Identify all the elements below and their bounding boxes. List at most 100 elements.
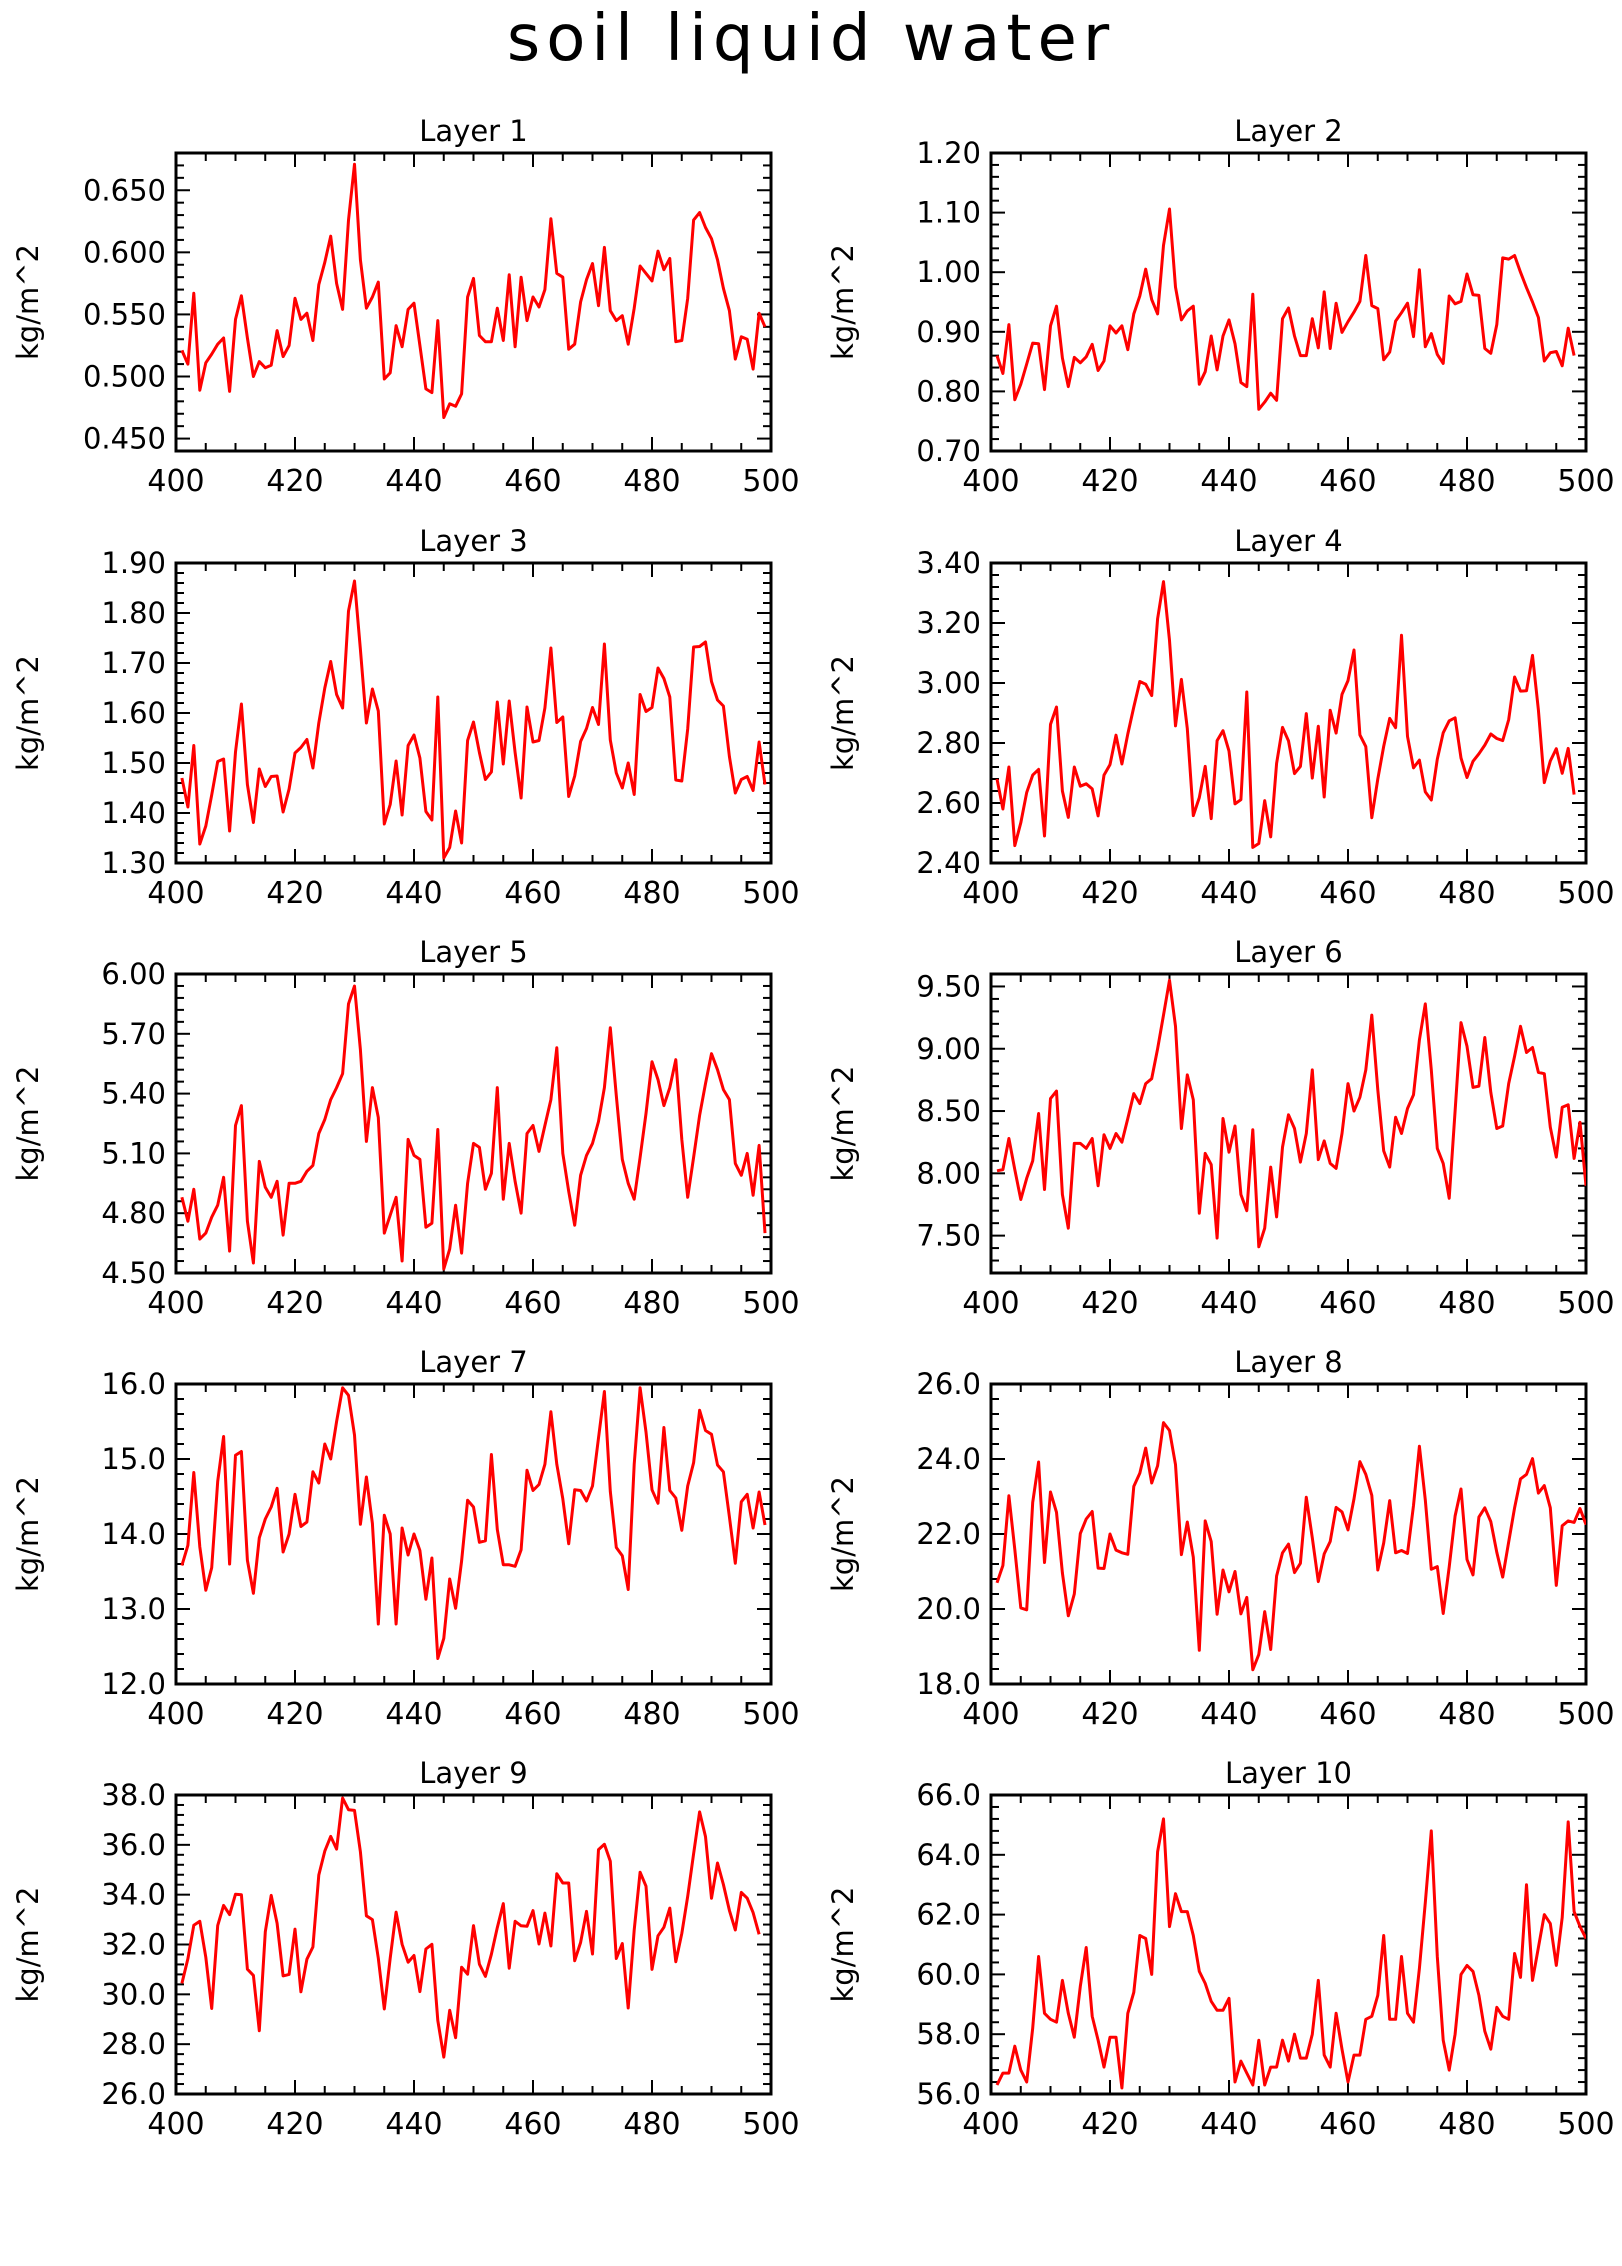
y-axis-label: kg/m^2 (826, 1066, 860, 1182)
y-tick-label: 0.80 (916, 374, 981, 408)
y-tick-label: 3.00 (916, 666, 981, 700)
y-tick-label: 2.80 (916, 726, 981, 760)
x-tick-label: 420 (1081, 464, 1138, 499)
x-tick-label: 440 (1200, 876, 1257, 911)
y-tick-label: 14.0 (101, 1517, 166, 1551)
series-line (180, 579, 767, 860)
x-tick-label: 440 (1200, 2107, 1257, 2142)
x-tick-label: 480 (623, 1286, 680, 1321)
x-tick-label: 480 (623, 2107, 680, 2142)
y-tick-label: 0.550 (83, 297, 166, 331)
y-tick-label: 18.0 (916, 1667, 981, 1701)
x-tick-label: 500 (1557, 1697, 1614, 1732)
x-tick-label: 480 (1438, 1286, 1495, 1321)
y-tick-label: 5.70 (101, 1017, 166, 1051)
x-tick-label: 440 (385, 2107, 442, 2142)
x-tick-label: 400 (147, 464, 204, 499)
series-line (180, 162, 767, 419)
x-tick-label: 420 (266, 876, 323, 911)
plot-frame (174, 151, 773, 453)
panel-title: Layer 6 (1234, 935, 1343, 969)
plot-frame (174, 1382, 773, 1686)
x-tick-label: 420 (266, 1286, 323, 1321)
x-tick-label: 400 (962, 876, 1019, 911)
y-tick-label: 1.00 (916, 255, 981, 289)
y-tick-label: 56.0 (916, 2077, 981, 2111)
x-tick-label: 500 (1557, 1286, 1614, 1321)
y-tick-label: 1.40 (101, 796, 166, 830)
x-tick-label: 480 (1438, 876, 1495, 911)
x-tick-label: 480 (623, 876, 680, 911)
panel-title: Layer 2 (1234, 114, 1343, 148)
x-tick-label: 420 (1081, 1286, 1138, 1321)
panel-layer-7: Layer 7 kg/m^2 400 420 440 460 480 500 12.0 13.0 1… (11, 1345, 800, 1732)
panel-layer-9: Layer 9 kg/m^2 400 420 440 460 480 500 26.0 28.0 3… (11, 1756, 800, 2142)
y-axis-label: kg/m^2 (826, 655, 860, 771)
plot-frame (989, 151, 1588, 453)
y-tick-label: 9.00 (916, 1032, 981, 1066)
y-tick-label: 1.60 (101, 696, 166, 730)
y-tick-label: 1.30 (101, 846, 166, 880)
series-line (995, 1421, 1586, 1672)
panel-layer-10: Layer 10 kg/m^2 400 420 440 460 480 500 56.0 58.0… (826, 1756, 1615, 2142)
y-tick-label: 15.0 (101, 1442, 166, 1476)
series-line (996, 978, 1586, 1249)
plot-frame (174, 561, 773, 865)
x-tick-label: 440 (1200, 464, 1257, 499)
x-tick-label: 460 (504, 464, 561, 499)
panel-layer-3: Layer 3 kg/m^2 400 420 440 460 480 500 1.30 1.40 1… (11, 524, 800, 911)
y-tick-label: 30.0 (101, 1977, 166, 2011)
y-tick-label: 6.00 (101, 957, 166, 991)
y-tick-label: 22.0 (916, 1517, 981, 1551)
panel-layer-8: Layer 8 kg/m^2 400 420 440 460 480 500 18.0 20.0 2… (826, 1345, 1615, 1732)
y-axis-label: kg/m^2 (11, 1476, 45, 1592)
y-axis-label: kg/m^2 (826, 1476, 860, 1592)
x-tick-label: 500 (742, 1286, 799, 1321)
panel-title: Layer 4 (1234, 524, 1343, 558)
x-tick-label: 460 (504, 1286, 561, 1321)
y-tick-label: 0.500 (83, 360, 166, 394)
y-tick-label: 24.0 (916, 1442, 981, 1476)
y-tick-label: 32.0 (101, 1928, 166, 1962)
plot-frame (989, 561, 1588, 865)
y-tick-label: 1.80 (101, 596, 166, 630)
x-tick-label: 480 (1438, 2107, 1495, 2142)
x-tick-label: 440 (385, 1286, 442, 1321)
y-tick-label: 38.0 (101, 1778, 166, 1812)
x-tick-label: 420 (266, 464, 323, 499)
x-tick-label: 500 (1557, 464, 1614, 499)
x-tick-label: 420 (1081, 2107, 1138, 2142)
y-tick-label: 1.70 (101, 646, 166, 680)
x-tick-label: 460 (504, 876, 561, 911)
panel-layer-1: Layer 1 kg/m^2 400 420 440 460 480 500 0.450 0.50… (11, 114, 800, 499)
y-tick-label: 4.50 (101, 1256, 166, 1290)
y-tick-label: 2.60 (916, 786, 981, 820)
y-tick-label: 34.0 (101, 1878, 166, 1912)
x-tick-label: 460 (504, 1697, 561, 1732)
panel-title: Layer 7 (419, 1345, 528, 1379)
x-tick-label: 420 (1081, 876, 1138, 911)
y-tick-label: 1.20 (916, 136, 981, 170)
panel-layer-5: Layer 5 kg/m^2 400 420 440 460 480 500 4.50 4.80 5… (11, 935, 800, 1321)
plot-frame (989, 1793, 1588, 2096)
y-axis-label: kg/m^2 (11, 244, 45, 360)
y-tick-label: 26.0 (101, 2077, 166, 2111)
x-tick-label: 460 (1319, 464, 1376, 499)
y-tick-label: 26.0 (916, 1367, 981, 1401)
y-tick-label: 28.0 (101, 2027, 166, 2061)
panel-title: Layer 3 (419, 524, 528, 558)
x-tick-label: 440 (1200, 1286, 1257, 1321)
x-tick-label: 400 (147, 2107, 204, 2142)
y-tick-label: 5.10 (101, 1136, 166, 1170)
y-tick-label: 3.20 (916, 606, 981, 640)
panel-layer-2: Layer 2 kg/m^2 400 420 440 460 480 500 0.70 0.80 0… (826, 114, 1615, 499)
x-tick-label: 500 (742, 1697, 799, 1732)
y-axis-label: kg/m^2 (11, 1066, 45, 1182)
x-tick-label: 440 (385, 1697, 442, 1732)
y-tick-label: 2.40 (916, 846, 981, 880)
series-line (180, 1386, 767, 1660)
series-line (995, 1817, 1586, 2090)
y-tick-label: 0.600 (83, 235, 166, 269)
panel-title: Layer 8 (1234, 1345, 1343, 1379)
panel-layer-4: Layer 4 kg/m^2 400 420 440 460 480 500 2.40 2.60 2… (826, 524, 1615, 911)
